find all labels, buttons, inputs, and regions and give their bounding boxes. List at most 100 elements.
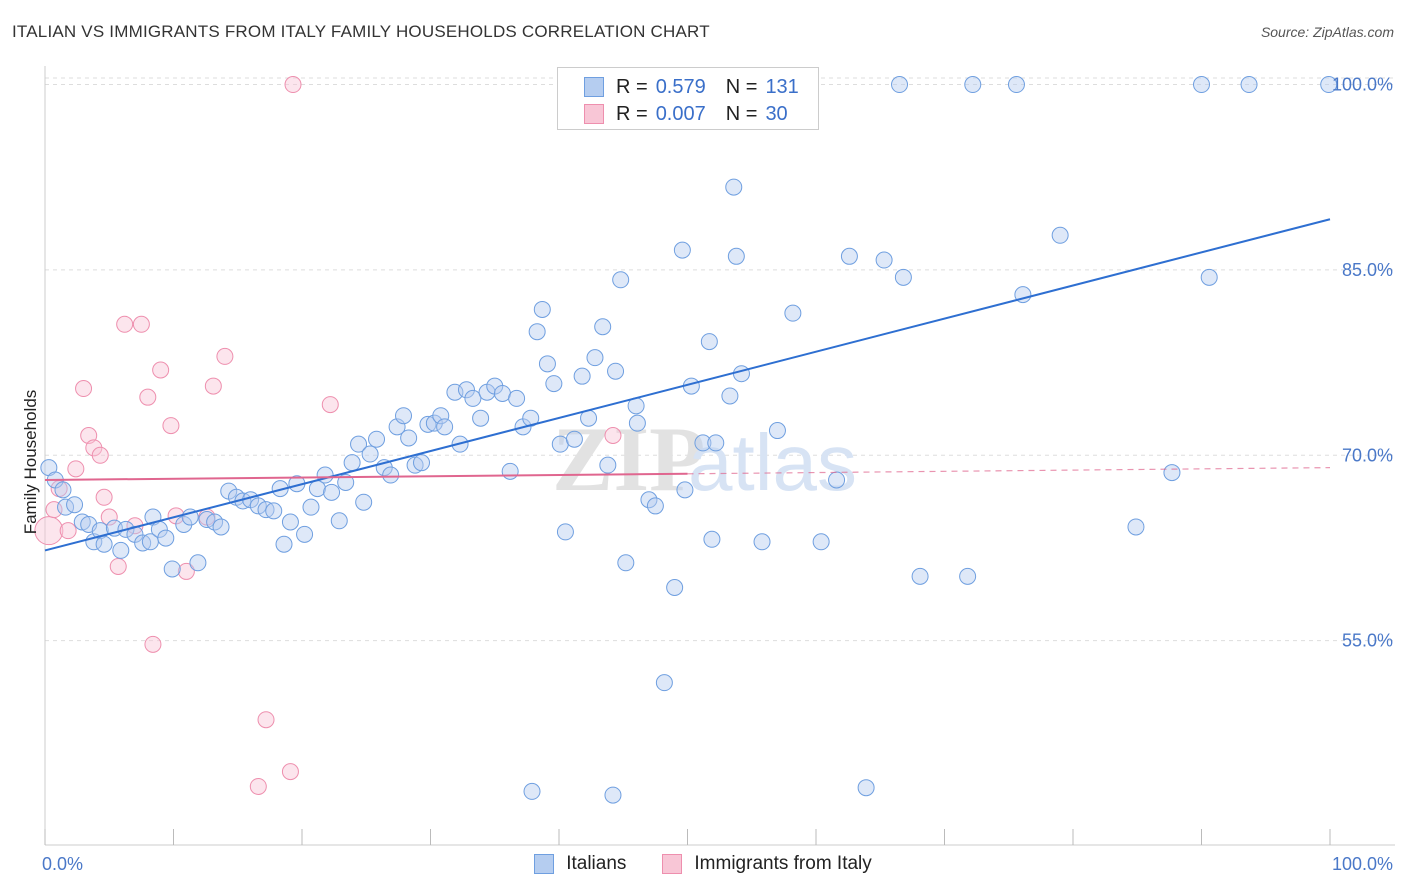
italians-point <box>523 782 541 800</box>
italians-point <box>646 497 664 515</box>
stats-row-italians: R = 0.579 N = 131 <box>584 74 799 100</box>
italians-point <box>628 414 646 432</box>
x-tick-label: 100.0% <box>1332 854 1393 874</box>
r-value: 0.007 <box>655 102 706 125</box>
italians-point <box>768 422 786 440</box>
italians-point <box>1163 464 1181 482</box>
n-value: 30 <box>765 102 788 125</box>
italians-point <box>1200 268 1218 286</box>
italians-point <box>655 674 673 692</box>
italians-point <box>959 567 977 585</box>
series-immigrants-points <box>34 76 622 795</box>
italians-point <box>840 247 858 265</box>
italians-legend-swatch <box>534 854 555 874</box>
italians-point <box>281 513 299 531</box>
italians-point <box>828 471 846 489</box>
y-tick-label: 55.0% <box>1342 631 1393 651</box>
italians-point <box>265 502 283 520</box>
italians-point <box>337 473 355 491</box>
chart-title: ITALIAN VS IMMIGRANTS FROM ITALY FAMILY … <box>12 22 710 41</box>
italians-point <box>676 481 694 499</box>
italians-point <box>368 430 386 448</box>
italians-point <box>163 560 181 578</box>
italians-point <box>565 430 583 448</box>
italians-point <box>249 497 267 515</box>
italians-point <box>673 241 691 259</box>
y-tick-label: 100.0% <box>1332 75 1393 95</box>
immigrants-point <box>91 446 109 464</box>
immigrants-trend-extension <box>687 467 1331 475</box>
stats-row-immigrants: R = 0.007 N = 30 <box>584 101 788 127</box>
immigrants-point <box>100 508 118 526</box>
legend-item-italians[interactable]: Italians <box>534 853 626 875</box>
italians-point <box>432 407 450 425</box>
italians-point <box>875 251 893 269</box>
immigrants-trend-line <box>44 472 688 481</box>
immigrants-point <box>177 562 195 580</box>
italians-point <box>54 481 72 499</box>
italians-point <box>964 76 982 94</box>
r-label: R = <box>616 102 648 125</box>
italians-point <box>753 533 771 551</box>
italians-point <box>323 483 341 501</box>
italians-point <box>343 454 361 472</box>
italians-point <box>189 554 207 572</box>
italians-trend-line <box>44 218 1331 552</box>
immigrants-point <box>34 516 64 546</box>
italians-point <box>607 362 625 380</box>
immigrants-point <box>257 711 275 729</box>
source-credit: Source: ZipAtlas.com <box>1260 24 1394 40</box>
n-value: 131 <box>765 75 799 98</box>
immigrants-point <box>116 315 134 333</box>
italians-point <box>413 454 431 472</box>
italians-point <box>666 578 684 596</box>
italians-point <box>784 304 802 322</box>
series-legend: Italians Immigrants from Italy <box>0 850 1406 878</box>
italians-point <box>732 365 750 383</box>
y-tick-labels: 55.0% 70.0% 85.0% 100.0% <box>1332 75 1393 651</box>
italians-point <box>361 445 379 463</box>
italians-point <box>1051 226 1069 244</box>
italians-point <box>355 493 373 511</box>
italians-point <box>586 349 604 367</box>
immigrants-point <box>204 377 222 395</box>
n-label: N = <box>725 102 758 125</box>
y-tick-label: 70.0% <box>1342 445 1393 465</box>
italians-point <box>157 529 175 547</box>
italians-point <box>395 407 413 425</box>
immigrants-point <box>95 488 113 506</box>
italians-point <box>700 333 718 351</box>
x-tick-labels: 0.0% 100.0% <box>42 854 1393 874</box>
italians-point <box>911 567 929 585</box>
italians-point <box>95 535 113 553</box>
italians-point <box>528 323 546 341</box>
italians-point <box>508 389 526 407</box>
watermark-zip: ZIP <box>552 408 705 510</box>
italians-point <box>551 435 569 453</box>
italians-point <box>604 786 622 804</box>
italians-point <box>599 456 617 474</box>
italians-swatch <box>584 77 604 97</box>
italians-point <box>707 434 725 452</box>
italians-point <box>419 415 437 433</box>
axes <box>44 66 1395 846</box>
trend-lines <box>44 218 1331 552</box>
italians-point <box>727 247 745 265</box>
legend-item-immigrants[interactable]: Immigrants from Italy <box>662 853 872 875</box>
immigrants-point <box>152 361 170 379</box>
immigrants-point <box>162 417 180 435</box>
italians-point <box>1007 76 1025 94</box>
italians-point <box>545 375 563 393</box>
y-tick-label: 85.0% <box>1342 260 1393 280</box>
immigrants-point <box>281 763 299 781</box>
italians-point <box>533 300 551 318</box>
italians-point <box>464 389 482 407</box>
immigrants-point <box>216 347 234 365</box>
stats-legend: R = 0.579 N = 131 R = 0.007 N = 30 <box>557 67 819 130</box>
italians-point <box>1127 518 1145 536</box>
italians-point <box>1240 76 1258 94</box>
italians-point <box>538 355 556 373</box>
immigrants-point <box>284 76 302 94</box>
immigrants-point <box>321 396 339 414</box>
